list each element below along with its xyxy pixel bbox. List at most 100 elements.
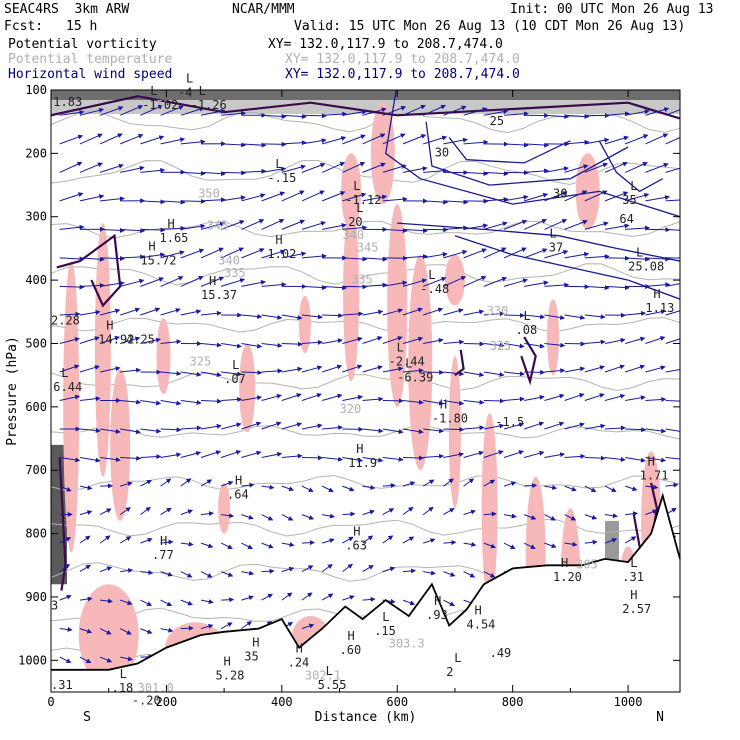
- wind-vector: [160, 276, 184, 287]
- field-wind-xy: XY= 132.0,117.9 to 208.7,474.0: [285, 67, 520, 82]
- wind-vector: [281, 251, 307, 259]
- wind-vector: [59, 563, 71, 573]
- theta-label: 320: [340, 402, 362, 416]
- wind-vector: [200, 571, 213, 578]
- wind-vector: [423, 453, 445, 459]
- wind-vector: [423, 252, 448, 259]
- wind-vector: [160, 478, 172, 487]
- extremum-value: 20: [348, 215, 362, 229]
- wind-vector: [241, 621, 253, 630]
- wind-vector: [180, 599, 193, 606]
- wind-vector: [382, 280, 408, 287]
- wind-vector: [79, 428, 101, 434]
- wind-vector: [160, 339, 182, 345]
- wind-vector: [100, 227, 125, 233]
- wind-vector: [281, 114, 307, 120]
- wind-vector: [120, 399, 142, 405]
- wind-vector: [140, 199, 166, 205]
- wind-vector: [423, 570, 436, 576]
- wind-vector: [140, 227, 166, 233]
- extremum-value: 30: [435, 146, 449, 160]
- wind-vector: [524, 514, 537, 520]
- wind-vector: [120, 656, 133, 662]
- wind-vector: [100, 255, 125, 261]
- wind-vector: [281, 314, 303, 321]
- wind-vector: [342, 256, 368, 262]
- wind-vector: [564, 113, 590, 119]
- wind-vector: [362, 133, 386, 145]
- wind-vector: [604, 513, 618, 519]
- extremum-mark: H: [168, 217, 175, 231]
- wind-vector: [382, 428, 404, 435]
- extremum-mark: L: [397, 341, 404, 355]
- y-tick-label: 300: [25, 210, 47, 224]
- south-label: S: [83, 710, 91, 725]
- wind-vector: [221, 343, 242, 349]
- theta-contour: [51, 111, 680, 134]
- extremum-mark: L: [405, 357, 412, 371]
- wind-vector: [625, 485, 638, 492]
- wind-vector: [402, 228, 428, 234]
- wind-vector: [463, 248, 487, 259]
- extremum-value: 1.02: [267, 247, 296, 261]
- theta-contour: [51, 425, 680, 440]
- extremum-mark: H: [252, 635, 259, 649]
- extremum-value: .49: [490, 646, 512, 660]
- theta-label: 303.3: [389, 637, 425, 651]
- wind-vector: [524, 314, 546, 320]
- wind-vector: [524, 142, 550, 148]
- wind-vector: [402, 166, 428, 173]
- wind-vector: [544, 421, 565, 430]
- wind-vector: [665, 136, 680, 145]
- wind-vector: [503, 396, 525, 402]
- wind-vector: [463, 571, 476, 578]
- wind-vector: [120, 105, 144, 116]
- wind-vector: [140, 104, 164, 116]
- wind-vector: [584, 254, 610, 260]
- wind-vector: [79, 396, 101, 402]
- wind-vector: [180, 223, 206, 230]
- theta-contour: [51, 317, 680, 333]
- wind-vector: [261, 484, 275, 490]
- wind-vector: [160, 105, 184, 116]
- wind-vector: [645, 365, 666, 373]
- wind-vector: [402, 568, 416, 574]
- wind-vector: [463, 425, 485, 431]
- wind-vector: [322, 338, 343, 344]
- wind-vector: [524, 483, 538, 489]
- wind-vector: [140, 252, 166, 259]
- theta-label: 340: [218, 253, 240, 267]
- wind-vector: [261, 113, 287, 119]
- wind-vector: [120, 278, 145, 287]
- wind-vector: [281, 453, 303, 459]
- extremum-value: 1.65: [160, 231, 189, 245]
- wind-vector: [59, 457, 81, 463]
- wind-vector: [180, 139, 206, 145]
- wind-vector: [261, 191, 286, 202]
- wind-vector: [79, 656, 92, 664]
- extremum-value: .24: [288, 656, 310, 670]
- wind-vector: [402, 455, 424, 461]
- wind-vector: [544, 191, 568, 202]
- wind-vector: [79, 162, 103, 173]
- extremum-value: -6.39: [397, 371, 433, 385]
- wind-vector: [584, 423, 606, 430]
- wind-vector: [362, 428, 384, 434]
- wind-vector: [645, 195, 670, 202]
- pv-contour: [51, 95, 680, 120]
- wind-vector: [362, 282, 388, 288]
- wind-vector: [584, 137, 610, 145]
- wind-vector: [200, 247, 224, 259]
- wind-vector: [463, 478, 475, 487]
- extremum-mark: H: [648, 455, 655, 469]
- wind-vector: [342, 284, 368, 290]
- theta-label: 355: [149, 98, 171, 112]
- wind-vector: [443, 478, 454, 487]
- wind-vector: [362, 336, 383, 344]
- wind-vector: [382, 164, 407, 173]
- wind-vector: [584, 285, 610, 291]
- wind-vector: [140, 570, 154, 576]
- wind-vector: [523, 218, 548, 230]
- wind-vector: [59, 594, 72, 601]
- wind-vector: [665, 109, 680, 116]
